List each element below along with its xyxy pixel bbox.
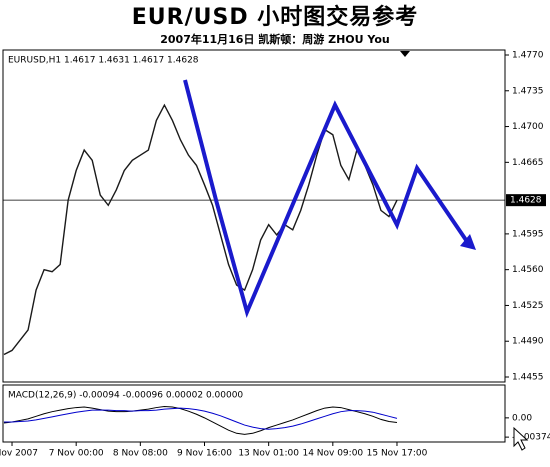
y-tick-label: 1.4595 xyxy=(512,229,544,239)
x-tick-label: 8 Nov 08:00 xyxy=(113,449,168,459)
current-price-label: 1.4628 xyxy=(510,196,542,206)
x-tick-label: 13 Nov 01:00 xyxy=(238,449,299,459)
y-tick-label: 1.4735 xyxy=(512,86,544,96)
chart-subtitle: 2007年11月16日 凯斯顿：周游 ZHOU You xyxy=(160,32,390,46)
x-tick-label: 9 Nov 16:00 xyxy=(177,449,232,459)
line-series xyxy=(3,103,398,356)
chart-header: EURUSD,H1 1.4617 1.4631 1.4617 1.4628 xyxy=(8,56,199,66)
y-tick-label: 1.4455 xyxy=(512,373,544,383)
shift-marker xyxy=(400,51,410,57)
plot: 1.4770 1.4735 1.4700 1.4665 1.4595 1.4560 1.45… xyxy=(0,51,550,459)
price-panel xyxy=(2,49,506,383)
forecast-arrow xyxy=(183,79,468,319)
macd-label: MACD(12,26,9) -0.00094 -0.00096 0.00002 … xyxy=(8,391,243,401)
arrow-head xyxy=(460,234,476,250)
x-tick-label: 7 Nov 00:00 xyxy=(49,449,104,459)
macd-panel xyxy=(2,384,506,443)
current-price-box xyxy=(506,194,546,207)
y-tick-label: 1.4525 xyxy=(512,301,544,311)
y-tick-label: 1.4560 xyxy=(512,265,544,275)
y-tick-label: 1.4490 xyxy=(512,337,544,347)
y2-tick-label: 0.00 xyxy=(512,413,532,423)
y-tick-label: 1.4665 xyxy=(512,158,544,168)
line-series xyxy=(3,406,398,435)
cursor xyxy=(513,426,529,451)
x-tick-label: 15 Nov 17:00 xyxy=(367,449,428,459)
x-tick-label: 14 Nov 09:00 xyxy=(302,449,363,459)
chart-title: EUR/USD 小时图交易参考 xyxy=(132,4,419,30)
y2-tick-label: -0.00374 xyxy=(512,433,550,443)
line-series xyxy=(4,407,398,430)
y-tick-label: 1.4770 xyxy=(512,51,544,61)
y-tick-label: 1.4700 xyxy=(512,122,544,132)
x-tick-label: 5 Nov 2007 xyxy=(0,449,38,459)
